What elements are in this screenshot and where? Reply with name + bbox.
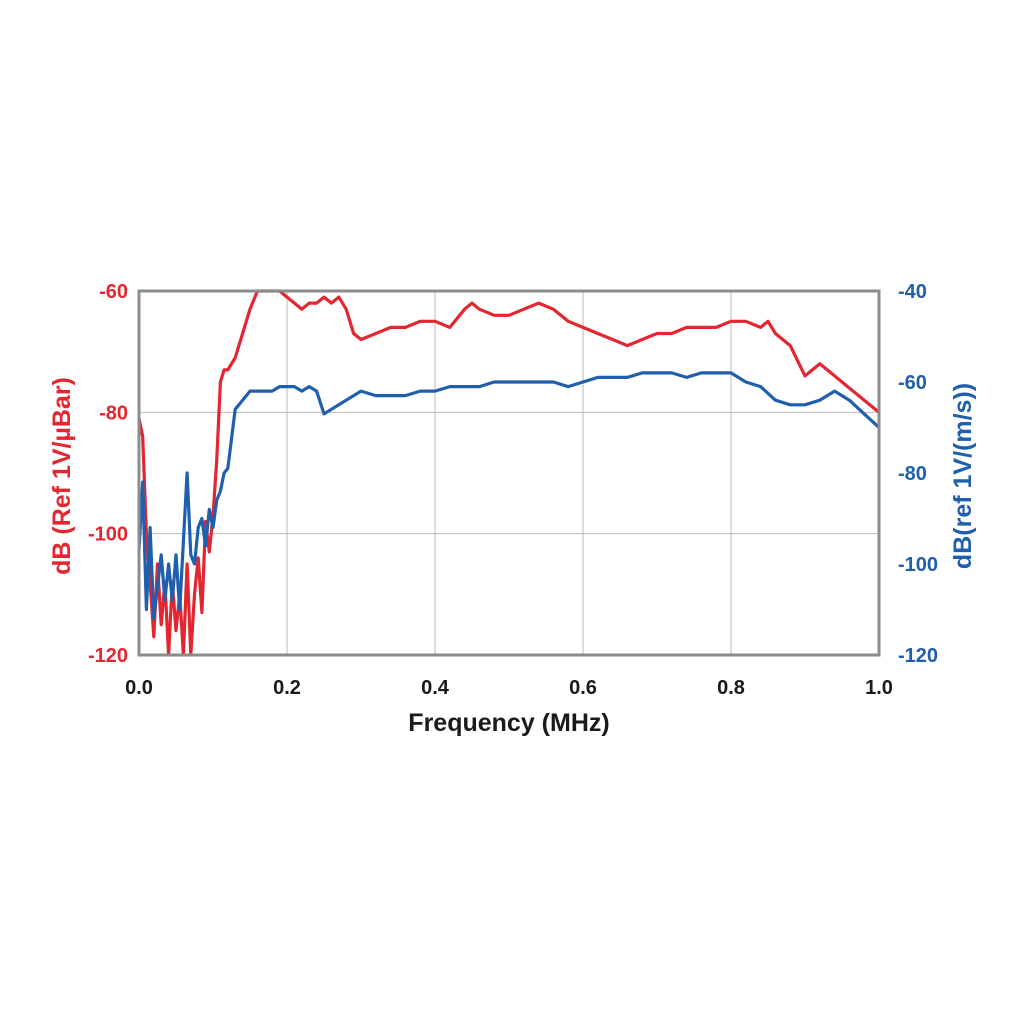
right-y-tick-labels: -40 -60 -80 -100 -120 — [898, 281, 938, 667]
right-y-axis-title: dB(ref 1V/(m/s)) — [949, 383, 977, 569]
series-line-right — [139, 371, 879, 621]
x-tick-label: 0.6 — [569, 677, 597, 699]
series-lines — [139, 289, 879, 657]
x-tick-label: 0.2 — [273, 677, 301, 699]
left-y-tick-label: -120 — [88, 645, 128, 667]
left-y-axis-title: dB (Ref 1V/µBar) — [48, 377, 76, 575]
right-y-tick-label: -60 — [898, 372, 927, 394]
x-tick-label: 0.8 — [717, 677, 745, 699]
x-tick-label: 1.0 — [865, 677, 893, 699]
grid-lines — [138, 290, 880, 656]
plot-frame — [137, 289, 881, 657]
x-tick-label: 0.0 — [125, 677, 153, 699]
x-axis-title: Frequency (MHz) — [408, 709, 609, 737]
right-y-tick-label: -120 — [898, 645, 938, 667]
right-y-tick-label: -100 — [898, 554, 938, 576]
left-y-tick-label: -60 — [99, 281, 128, 303]
right-y-tick-label: -40 — [898, 281, 927, 303]
series-line-left — [139, 289, 879, 657]
left-y-tick-label: -80 — [99, 402, 128, 424]
x-tick-label: 0.4 — [421, 677, 450, 699]
right-y-tick-label: -80 — [898, 463, 927, 485]
x-tick-labels: 0.0 0.2 0.4 0.6 0.8 1.0 — [125, 677, 893, 699]
left-y-tick-labels: -60 -80 -100 -120 — [88, 281, 128, 667]
left-y-tick-label: -100 — [88, 524, 128, 546]
